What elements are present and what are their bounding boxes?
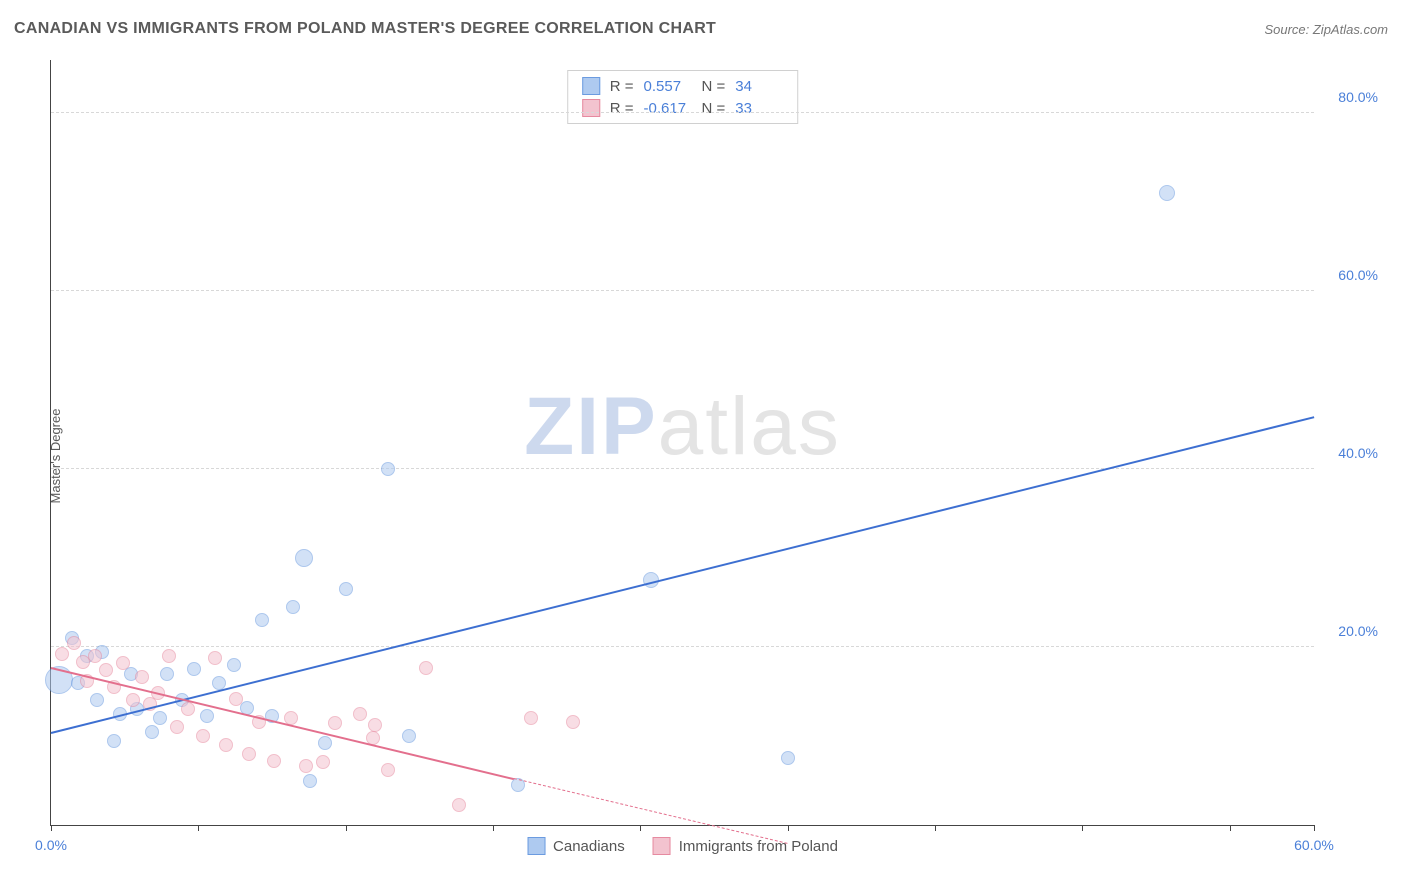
r-label: R = [610, 78, 634, 95]
data-point [116, 656, 130, 670]
y-tick-label: 40.0% [1338, 445, 1378, 461]
plot-area: ZIPatlas R =0.557N =34R =-0.617N =33 Can… [50, 60, 1314, 826]
n-value: 33 [735, 100, 783, 117]
legend-item: Immigrants from Poland [653, 837, 838, 855]
legend-swatch [527, 837, 545, 855]
x-tick-mark [788, 825, 789, 831]
x-tick-mark [493, 825, 494, 831]
y-tick-label: 60.0% [1338, 267, 1378, 283]
x-tick-mark [346, 825, 347, 831]
x-tick-label: 60.0% [1294, 837, 1334, 853]
gridline-h [51, 468, 1314, 469]
r-value: -0.617 [644, 100, 692, 117]
x-tick-mark [1230, 825, 1231, 831]
data-point [88, 649, 102, 663]
data-point [316, 755, 330, 769]
data-point [318, 736, 332, 750]
data-point [126, 693, 140, 707]
gridline-h [51, 290, 1314, 291]
data-point [781, 751, 795, 765]
trend-line [51, 667, 515, 780]
data-point [200, 709, 214, 723]
legend-label: Immigrants from Poland [679, 838, 838, 855]
data-point [99, 663, 113, 677]
data-point [55, 647, 69, 661]
data-point [303, 774, 317, 788]
legend-swatch [653, 837, 671, 855]
x-tick-mark [935, 825, 936, 831]
data-point [160, 667, 174, 681]
y-tick-label: 20.0% [1338, 623, 1378, 639]
data-point [524, 711, 538, 725]
gridline-h [51, 646, 1314, 647]
data-point [227, 658, 241, 672]
data-point [196, 729, 210, 743]
data-point [566, 715, 580, 729]
trend-line-dashed [514, 778, 788, 844]
data-point [267, 754, 281, 768]
data-point [368, 718, 382, 732]
n-value: 34 [735, 78, 783, 95]
x-tick-mark [1082, 825, 1083, 831]
data-point [67, 636, 81, 650]
x-tick-mark [640, 825, 641, 831]
watermark-bold: ZIP [524, 381, 658, 472]
data-point [90, 693, 104, 707]
legend-item: Canadians [527, 837, 625, 855]
data-point [353, 707, 367, 721]
legend-swatch [582, 77, 600, 95]
data-point [452, 798, 466, 812]
x-tick-mark [51, 825, 52, 831]
source-label: Source: ZipAtlas.com [1264, 22, 1388, 37]
data-point [170, 720, 184, 734]
n-label: N = [702, 78, 726, 95]
data-point [162, 649, 176, 663]
data-point [402, 729, 416, 743]
data-point [219, 738, 233, 752]
r-value: 0.557 [644, 78, 692, 95]
stats-row: R = 0.557 N = 34 [568, 75, 798, 97]
r-label: R = [610, 100, 634, 117]
data-point [299, 759, 313, 773]
data-point [107, 734, 121, 748]
stats-legend: R = 0.557 N = 34 R = -0.617 N = 33 [567, 70, 799, 124]
data-point [145, 725, 159, 739]
legend-swatch [582, 99, 600, 117]
data-point [229, 692, 243, 706]
data-point [419, 661, 433, 675]
n-label: N = [702, 100, 726, 117]
data-point [1159, 185, 1175, 201]
data-point [381, 462, 395, 476]
data-point [181, 702, 195, 716]
stats-row: R = -0.617 N = 33 [568, 97, 798, 119]
data-point [295, 549, 313, 567]
data-point [328, 716, 342, 730]
watermark-light: atlas [658, 381, 841, 472]
x-tick-mark [198, 825, 199, 831]
trend-line [51, 416, 1314, 734]
data-point [286, 600, 300, 614]
x-tick-label: 0.0% [35, 837, 67, 853]
data-point [255, 613, 269, 627]
chart-container: Master's Degree ZIPatlas R =0.557N =34R … [14, 50, 1390, 862]
watermark: ZIPatlas [524, 380, 841, 474]
gridline-h [51, 112, 1314, 113]
data-point [339, 582, 353, 596]
data-point [187, 662, 201, 676]
chart-title: CANADIAN VS IMMIGRANTS FROM POLAND MASTE… [14, 20, 716, 38]
y-tick-label: 80.0% [1338, 89, 1378, 105]
data-point [135, 670, 149, 684]
x-tick-mark [1314, 825, 1315, 831]
data-point [153, 711, 167, 725]
legend-label: Canadians [553, 838, 625, 855]
data-point [381, 763, 395, 777]
series-legend: Canadians Immigrants from Poland [527, 837, 838, 855]
data-point [208, 651, 222, 665]
data-point [242, 747, 256, 761]
